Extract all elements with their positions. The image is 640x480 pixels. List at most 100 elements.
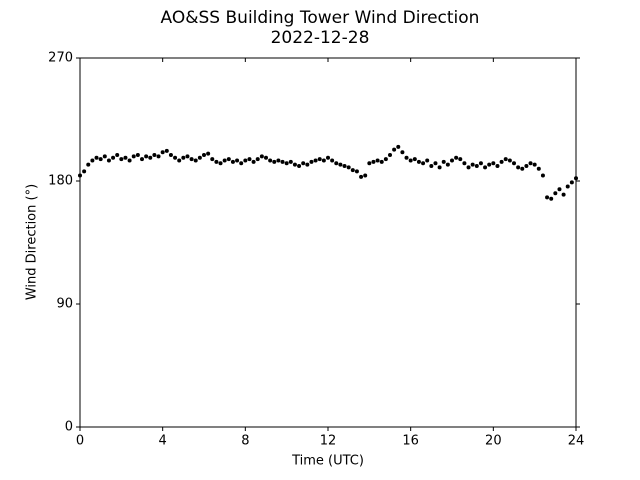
point <box>156 154 161 159</box>
point <box>400 150 405 155</box>
point <box>557 187 562 192</box>
point <box>305 162 310 167</box>
point <box>549 196 554 201</box>
point <box>359 174 364 179</box>
point <box>528 161 533 166</box>
x-axis-label: Time (UTC) <box>291 454 364 469</box>
point <box>474 163 479 168</box>
point <box>392 147 397 152</box>
point <box>342 163 347 168</box>
point <box>462 161 467 166</box>
point <box>98 157 103 162</box>
y-tick-label: 180 <box>48 174 73 189</box>
point <box>168 153 173 158</box>
point <box>301 161 306 166</box>
point <box>354 169 359 174</box>
point <box>499 159 504 164</box>
point <box>309 159 314 164</box>
x-tick-label: 0 <box>76 434 84 449</box>
point <box>545 195 550 200</box>
point <box>313 158 318 163</box>
plot-frame <box>79 57 577 428</box>
point <box>119 157 124 162</box>
point <box>516 165 521 170</box>
point <box>425 158 430 163</box>
point <box>520 166 525 171</box>
x-tick-label: 16 <box>402 434 419 449</box>
point <box>280 159 285 164</box>
point <box>396 144 401 149</box>
point <box>226 157 231 162</box>
point <box>371 159 376 164</box>
point <box>408 158 413 163</box>
point <box>152 153 157 158</box>
point <box>470 162 475 167</box>
point <box>268 158 273 163</box>
x-tick-label: 24 <box>568 434 585 449</box>
point <box>123 155 128 160</box>
point <box>251 159 256 164</box>
point <box>421 161 426 166</box>
point <box>255 157 260 162</box>
point <box>127 158 132 163</box>
point <box>222 158 227 163</box>
point <box>115 153 120 158</box>
point <box>507 158 512 163</box>
point <box>338 162 343 167</box>
point <box>416 159 421 164</box>
point <box>102 154 107 159</box>
point <box>458 157 463 162</box>
point <box>478 161 483 166</box>
point <box>503 157 508 162</box>
point <box>466 165 471 170</box>
point <box>536 166 541 171</box>
point <box>569 180 574 185</box>
point <box>164 148 169 153</box>
point <box>553 191 558 196</box>
y-axis-label: Wind Direction (°) <box>25 184 40 300</box>
point <box>284 161 289 166</box>
point <box>326 155 330 160</box>
point <box>404 155 409 160</box>
point <box>388 153 392 158</box>
point <box>160 150 165 155</box>
point <box>131 154 136 159</box>
point <box>144 154 149 159</box>
point <box>350 168 355 173</box>
point <box>532 162 537 167</box>
point <box>218 161 223 166</box>
point <box>445 162 450 167</box>
point <box>140 157 144 162</box>
x-tick-label: 4 <box>159 434 167 449</box>
point <box>189 157 194 162</box>
point <box>288 159 293 164</box>
point <box>292 162 297 167</box>
x-tick-label: 12 <box>320 434 337 449</box>
point <box>197 155 202 160</box>
point <box>540 173 545 178</box>
point <box>454 155 459 160</box>
point <box>429 163 434 168</box>
point <box>412 157 417 162</box>
y-tick-label: 0 <box>65 420 73 435</box>
x-tick-label: 8 <box>241 434 249 449</box>
chart-title: AO&SS Building Tower Wind Direction <box>161 8 480 28</box>
point <box>495 163 500 168</box>
point <box>437 165 442 170</box>
point <box>363 173 368 178</box>
point <box>297 163 302 168</box>
point <box>317 157 322 162</box>
point <box>574 176 578 181</box>
point <box>433 161 438 166</box>
point <box>206 151 211 156</box>
point <box>330 158 335 163</box>
point <box>383 157 388 162</box>
point <box>82 169 87 174</box>
point <box>367 161 372 166</box>
point <box>276 158 281 163</box>
point <box>106 158 111 163</box>
point <box>185 154 190 159</box>
x-tick-label: 20 <box>485 434 502 449</box>
